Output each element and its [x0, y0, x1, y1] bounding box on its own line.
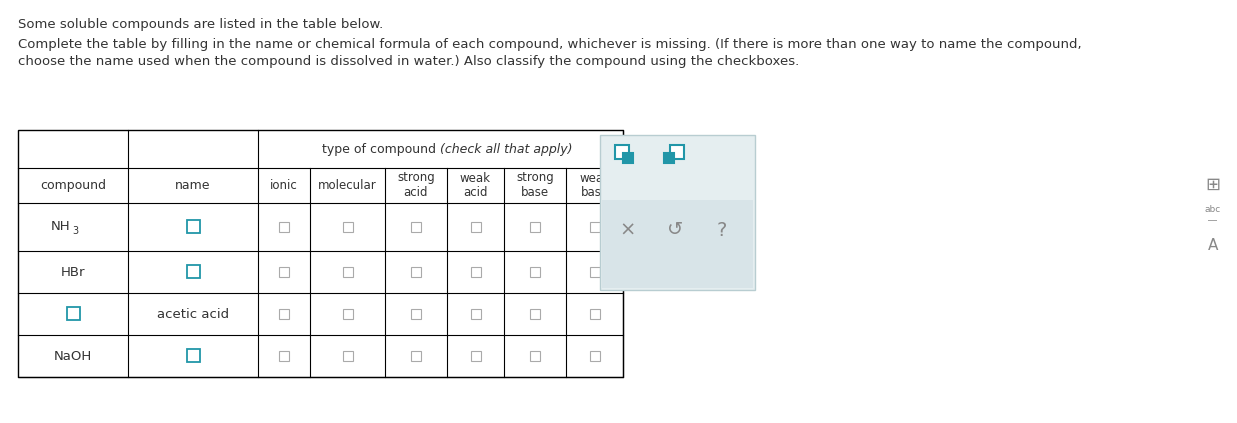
Text: molecular: molecular: [318, 179, 377, 192]
Bar: [411, 351, 421, 361]
Bar: [602, 200, 753, 288]
Text: A: A: [1207, 237, 1218, 253]
Bar: [529, 222, 541, 232]
Bar: [67, 308, 79, 321]
Bar: [590, 351, 600, 361]
Text: weak
acid: weak acid: [460, 171, 491, 200]
Text: 3: 3: [72, 226, 78, 236]
Text: NH: NH: [51, 220, 71, 233]
Text: compound: compound: [40, 179, 106, 192]
Bar: [600, 135, 755, 290]
Text: (check all that apply): (check all that apply): [439, 143, 571, 156]
Bar: [470, 267, 480, 277]
Bar: [280, 351, 289, 361]
Bar: [187, 220, 199, 233]
Bar: [411, 267, 421, 277]
Bar: [280, 309, 289, 319]
Text: ↺: ↺: [667, 220, 683, 239]
Bar: [343, 309, 353, 319]
Bar: [280, 222, 289, 232]
Bar: [470, 309, 480, 319]
Bar: [529, 267, 541, 277]
Bar: [187, 349, 199, 363]
Text: abc
―: abc ―: [1205, 205, 1221, 225]
Bar: [529, 351, 541, 361]
Text: Some soluble compounds are listed in the table below.: Some soluble compounds are listed in the…: [19, 18, 383, 31]
Text: ⊞: ⊞: [1205, 176, 1221, 194]
Text: HBr: HBr: [61, 266, 85, 278]
Bar: [529, 309, 541, 319]
Bar: [664, 153, 674, 163]
Text: acetic acid: acetic acid: [157, 308, 229, 321]
Bar: [343, 351, 353, 361]
Bar: [19, 130, 623, 377]
Text: ?: ?: [716, 220, 727, 239]
Text: strong
base: strong base: [516, 171, 554, 200]
Text: NaOH: NaOH: [54, 349, 92, 363]
Bar: [470, 222, 480, 232]
Bar: [411, 309, 421, 319]
Bar: [343, 267, 353, 277]
Bar: [470, 351, 480, 361]
Bar: [623, 153, 633, 163]
Text: strong
acid: strong acid: [397, 171, 435, 200]
Text: ×: ×: [620, 220, 636, 239]
Text: ionic: ionic: [270, 179, 298, 192]
Bar: [590, 267, 600, 277]
Text: Complete the table by filling in the name or chemical formula of each compound, : Complete the table by filling in the nam…: [19, 38, 1081, 51]
Bar: [615, 145, 628, 159]
Bar: [590, 222, 600, 232]
Bar: [411, 222, 421, 232]
Text: type of compound: type of compound: [322, 143, 439, 156]
Bar: [343, 222, 353, 232]
Bar: [187, 266, 199, 278]
Bar: [280, 267, 289, 277]
Bar: [670, 145, 684, 159]
Text: name: name: [176, 179, 210, 192]
Text: weak
base: weak base: [579, 171, 610, 200]
Bar: [590, 309, 600, 319]
Text: choose the name used when the compound is dissolved in water.) Also classify the: choose the name used when the compound i…: [19, 55, 799, 68]
